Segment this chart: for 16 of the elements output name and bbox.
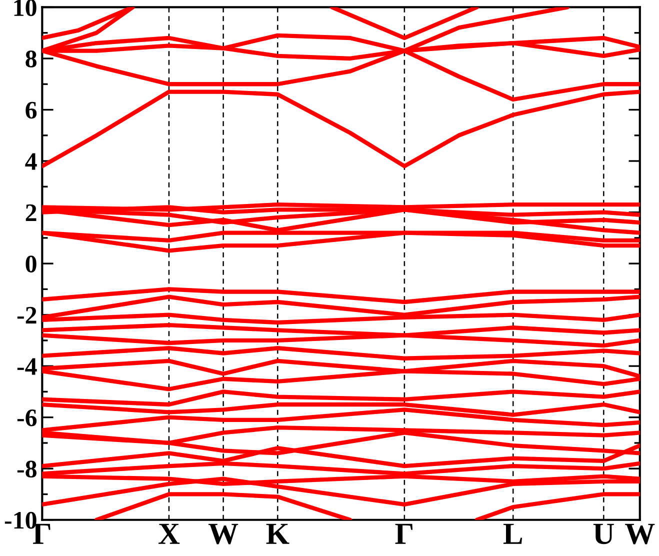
y-tick-label: 0 [26, 256, 36, 272]
y-tick-label: -2 [17, 306, 36, 324]
y-tick-label: 6 [26, 102, 37, 119]
y-tick-label: -4 [17, 358, 37, 375]
y-tick-label: 8 [26, 50, 36, 68]
x-tick-label: L [503, 524, 522, 544]
x-tick-label: Γ [395, 524, 412, 544]
x-tick-label: W [625, 524, 655, 544]
y-tick-label: -6 [17, 409, 37, 426]
y-tick-label: 4 [25, 153, 37, 170]
x-tick-label: X [158, 524, 180, 544]
x-tick-label: W [208, 524, 238, 544]
x-tick-label: K [266, 524, 290, 544]
x-tick-label: U [593, 524, 614, 544]
y-tick-label: -8 [17, 460, 36, 478]
y-tick-label: 2 [26, 204, 36, 221]
